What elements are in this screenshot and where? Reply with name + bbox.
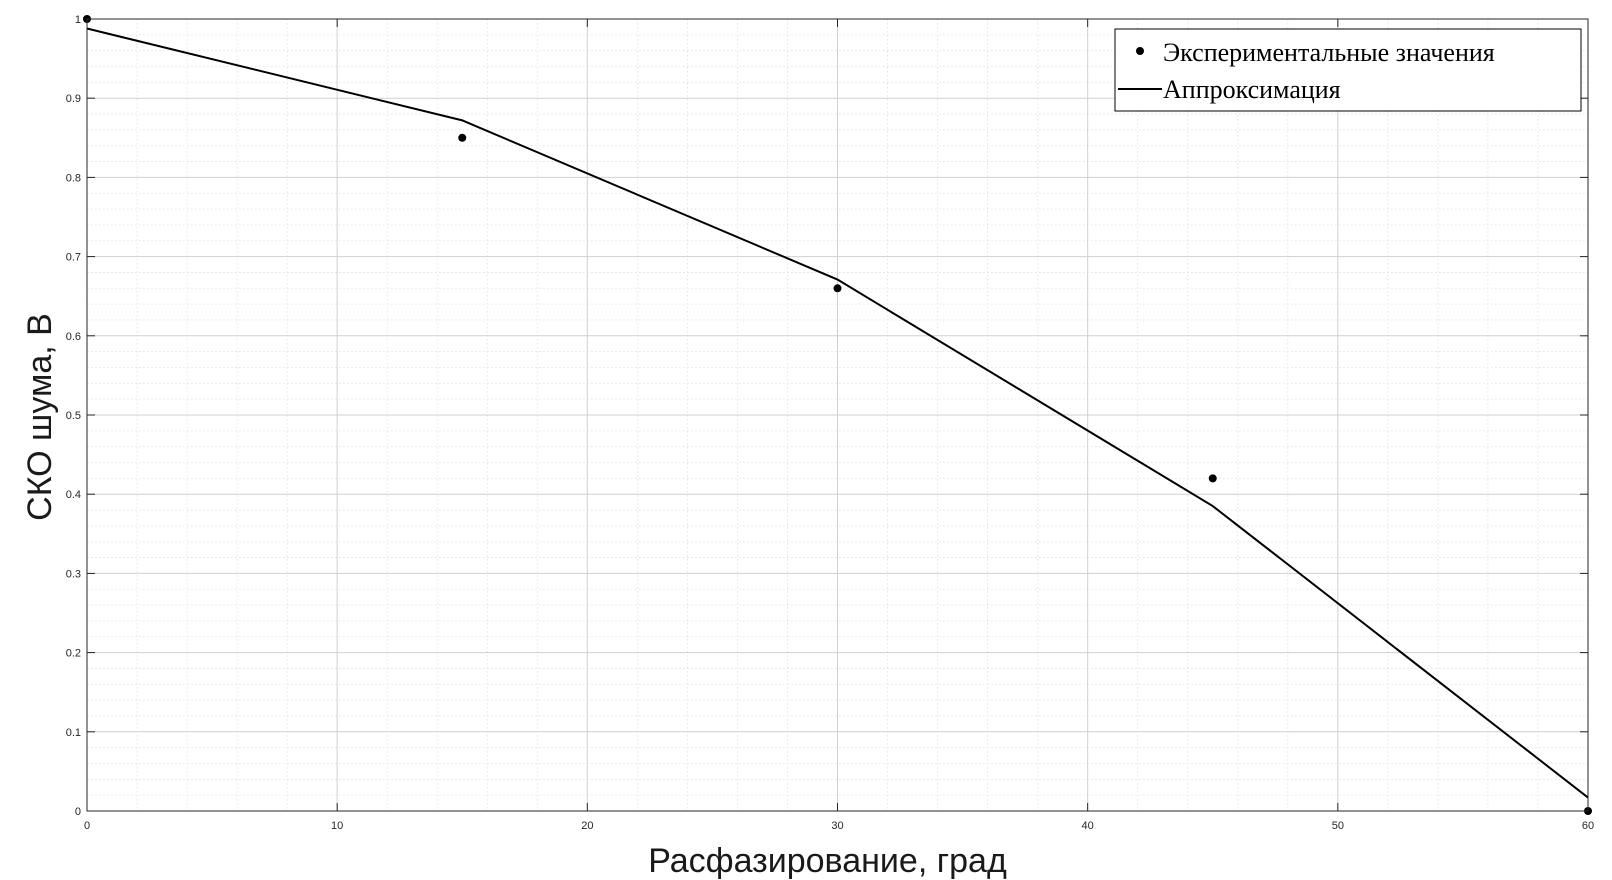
y-tick-label: 0.1 — [66, 727, 81, 739]
legend-box — [1114, 28, 1582, 112]
y-tick-label: 0.4 — [66, 489, 81, 501]
x-tick-label: 20 — [581, 820, 593, 832]
data-point-marker — [458, 133, 467, 142]
legend-marker-icon — [1136, 47, 1144, 55]
x-axis-title: Расфазирование, град — [648, 842, 1007, 880]
data-point-marker — [833, 284, 842, 293]
legend-label-approximation: Аппроксимация — [1163, 75, 1341, 104]
x-tick-label: 40 — [1082, 820, 1094, 832]
legend: Экспериментальные значения Аппроксимация — [1114, 28, 1582, 112]
axis-ticks — [86, 18, 1589, 812]
y-axis-tick-labels: 0 0.1 0.2 0.3 0.4 0.5 0.6 0.7 0.8 0.9 1 — [66, 14, 81, 818]
y-tick-label: 0.3 — [66, 568, 81, 580]
x-tick-label: 0 — [84, 820, 90, 832]
y-tick-label: 0.6 — [66, 331, 81, 343]
x-tick-label: 50 — [1332, 820, 1344, 832]
y-tick-label: 0.2 — [66, 648, 81, 660]
data-point-marker — [1208, 474, 1217, 483]
series-line-approximation — [86, 27, 1589, 799]
x-tick-label: 60 — [1582, 820, 1594, 832]
legend-label-experimental: Экспериментальные значения — [1163, 38, 1495, 67]
y-tick-label: 0.8 — [66, 172, 81, 184]
x-tick-label: 30 — [831, 820, 843, 832]
y-tick-label: 0 — [75, 806, 81, 818]
y-tick-label: 1 — [75, 14, 81, 26]
y-tick-label: 0.5 — [66, 410, 81, 422]
y-axis-title: СКО шума, В — [21, 313, 59, 521]
y-tick-label: 0.9 — [66, 93, 81, 105]
y-tick-label: 0.7 — [66, 252, 81, 264]
x-tick-label: 10 — [331, 820, 343, 832]
x-axis-tick-labels: 0 10 20 30 40 50 60 — [84, 820, 1594, 832]
major-grid — [86, 18, 1589, 812]
plot-area — [83, 15, 1592, 815]
